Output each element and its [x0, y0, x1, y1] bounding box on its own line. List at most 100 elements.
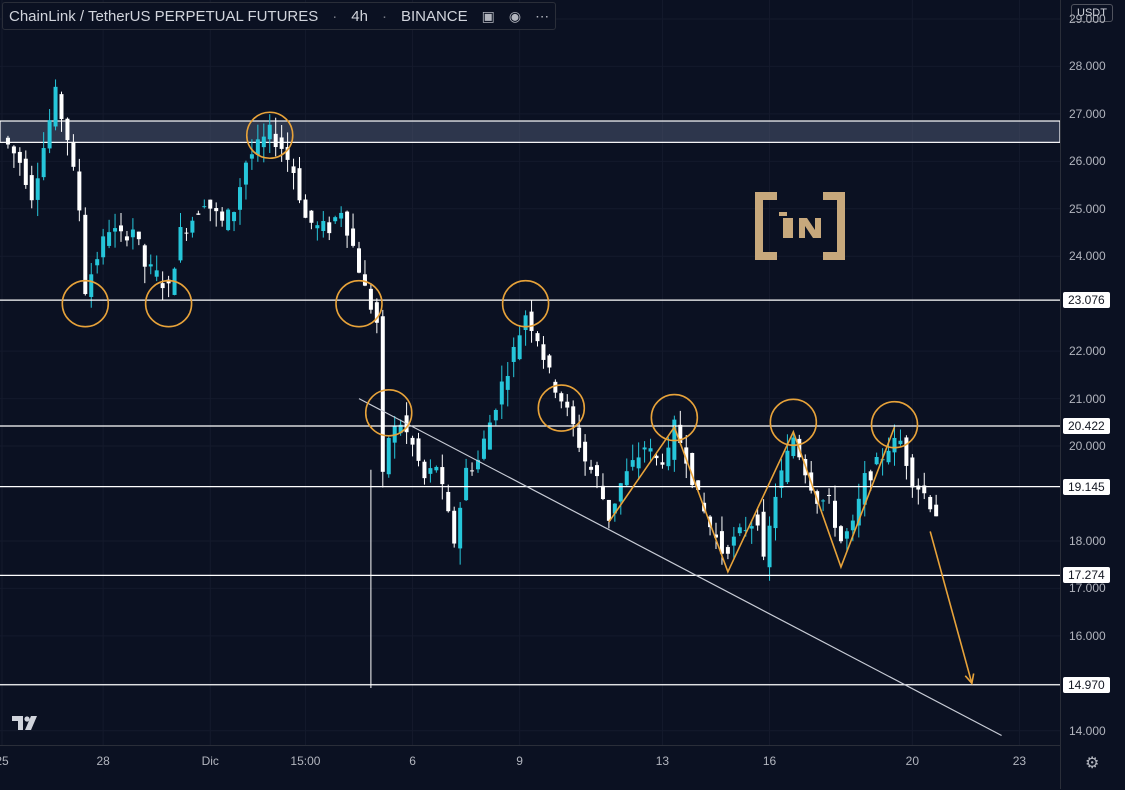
price-tick: 14.000 [1069, 723, 1106, 738]
candle-body [428, 468, 433, 474]
horizontal-levels [0, 299, 1060, 686]
candle-body [892, 437, 897, 453]
candle-body [142, 245, 147, 267]
candle-body [238, 187, 242, 210]
candle-body [666, 447, 671, 467]
candle-body [95, 259, 100, 266]
candle-body [333, 217, 338, 222]
highlight-circle [61, 279, 110, 328]
beincrypto-logo [755, 192, 845, 260]
candle-body [362, 274, 367, 286]
time-axis[interactable]: 25 28 Dic 15:00 6 9 13 16 20 23 [0, 745, 1060, 790]
candle-body [838, 526, 843, 542]
candle-body [553, 381, 558, 393]
candle-body [119, 225, 123, 232]
candle-body [464, 467, 469, 501]
square-icon[interactable]: ▣ [481, 7, 495, 24]
gear-icon[interactable]: ⚙ [1085, 755, 1100, 772]
tradingview-logo-icon[interactable] [10, 712, 38, 734]
candle-body [547, 355, 552, 368]
level-price-label: 19.145 [1063, 478, 1110, 495]
candle-body [565, 401, 570, 408]
candle-body [737, 527, 742, 534]
candle-body [89, 274, 94, 297]
candle-body [606, 499, 611, 521]
eye-icon[interactable]: ◉ [508, 7, 522, 24]
candle-body [529, 311, 534, 331]
candle-body [160, 283, 165, 289]
candle-body [868, 471, 873, 481]
candle-body [23, 158, 28, 185]
highlight-circle [501, 279, 550, 328]
candle-body [297, 168, 302, 201]
candle-body [928, 496, 933, 510]
forecast-arrowhead [964, 673, 975, 686]
candle-body [202, 206, 207, 208]
price-tick: 22.000 [1069, 344, 1106, 359]
candle-body [386, 438, 391, 475]
candle-body [612, 503, 617, 514]
candle-body [595, 465, 599, 477]
candle-body [5, 137, 10, 145]
candle-body [821, 500, 826, 502]
candle-body [624, 471, 629, 486]
more-icon[interactable]: ⋯ [535, 7, 550, 24]
candle-body [124, 236, 129, 241]
candle-body [505, 376, 510, 390]
candle-body [773, 496, 778, 529]
candle-body [833, 500, 837, 528]
price-tick: 17.000 [1069, 581, 1106, 596]
candle-body [743, 530, 748, 532]
candle-body [53, 86, 58, 127]
candle-body [904, 437, 909, 466]
time-tick: 13 [655, 754, 670, 768]
price-axis[interactable]: USDT 29.000 28.000 27.000 26.000 25.000 24.00… [1060, 0, 1125, 789]
candle-body [583, 441, 588, 462]
candle-body [725, 547, 730, 554]
candle-body [243, 162, 248, 185]
candle-body [422, 461, 427, 479]
currency-label[interactable]: USDT [1071, 4, 1113, 22]
time-tick: 6 [409, 754, 416, 768]
candle-body [761, 511, 766, 557]
candle-body [791, 437, 796, 457]
candle-body [678, 424, 683, 444]
drawing-annotations [61, 111, 1002, 737]
candle-body [916, 485, 921, 490]
time-tick: 16 [762, 754, 777, 768]
candle-body [398, 424, 403, 434]
candle-body [600, 485, 605, 500]
candle-body [630, 460, 635, 467]
price-tick: 26.000 [1069, 154, 1106, 169]
candle-body [523, 315, 528, 330]
price-tick: 27.000 [1069, 106, 1106, 121]
candle-body [618, 483, 623, 502]
candle-body [273, 133, 278, 148]
candle-body [886, 450, 891, 463]
candle-body [351, 228, 356, 246]
candle-body [589, 466, 594, 470]
price-chart[interactable] [0, 0, 1060, 745]
symbol-legend[interactable]: ChainLink / TetherUS PERPETUAL FUTURES ·… [2, 2, 557, 30]
candle-body [767, 525, 772, 568]
candle-body [77, 171, 82, 211]
candle-body [660, 462, 665, 465]
candle-body [410, 437, 415, 445]
candle-body [166, 279, 171, 284]
candle-body [130, 229, 135, 238]
price-tick: 21.000 [1069, 391, 1106, 406]
candle-body [719, 531, 724, 554]
symbol-name: ChainLink / TetherUS PERPETUAL FUTURES [9, 7, 319, 25]
candle-body [357, 248, 361, 273]
candle-body [844, 531, 849, 539]
level-price-label: 17.274 [1063, 567, 1110, 584]
highlight-circle [245, 111, 294, 160]
candle-body [481, 438, 486, 459]
candle-body [487, 422, 492, 450]
candle-body [291, 166, 296, 174]
candle-body [154, 270, 159, 277]
legend-separator-1: · [332, 7, 338, 25]
candle-body [493, 409, 498, 421]
candle-body [47, 120, 52, 149]
level-price-label: 23.076 [1063, 292, 1110, 309]
